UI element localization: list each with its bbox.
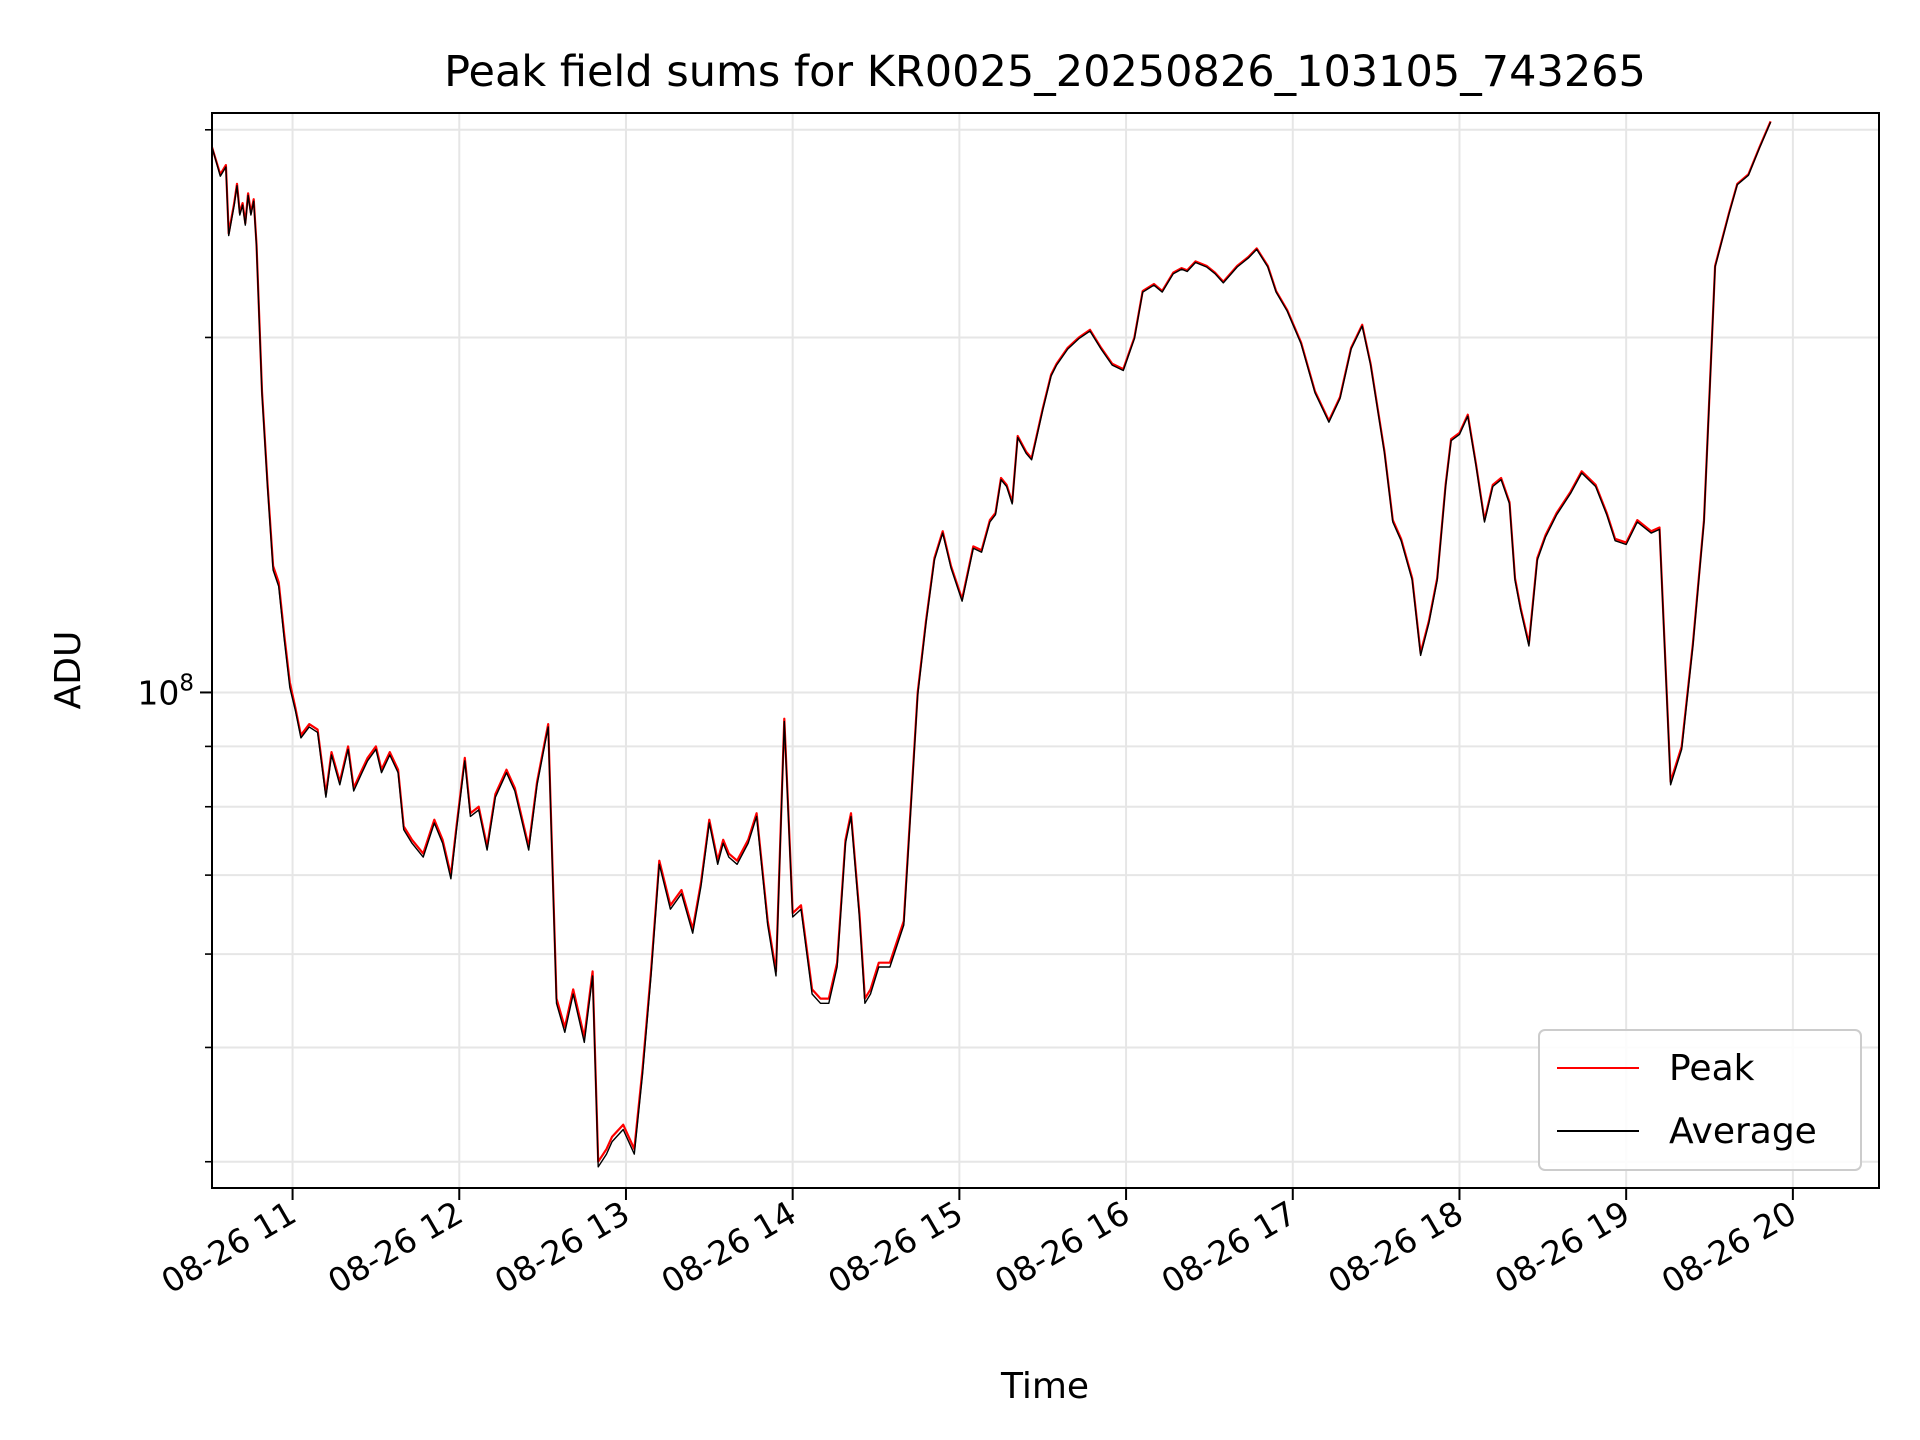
y-axis-ticks: 108 [137,128,212,1163]
legend: Peak Average [1538,1029,1862,1171]
x-axis-title: Time [1000,1366,1089,1407]
legend-label-peak: Peak [1669,1048,1755,1089]
y-tick-label-exponent: 8 [179,670,194,696]
chart-title: Peak field sums for KR0025_20250826_1031… [444,47,1646,97]
legend-label-average: Average [1669,1111,1817,1152]
legend-box [1538,1029,1862,1171]
y-tick-label-base: 10 [137,673,179,712]
plot-frame [211,112,1880,1189]
y-tick-label: 108 [137,670,194,712]
series-lines [210,120,1772,1168]
series-line-average [211,121,1772,1168]
y-axis-title: ADU [48,631,89,710]
